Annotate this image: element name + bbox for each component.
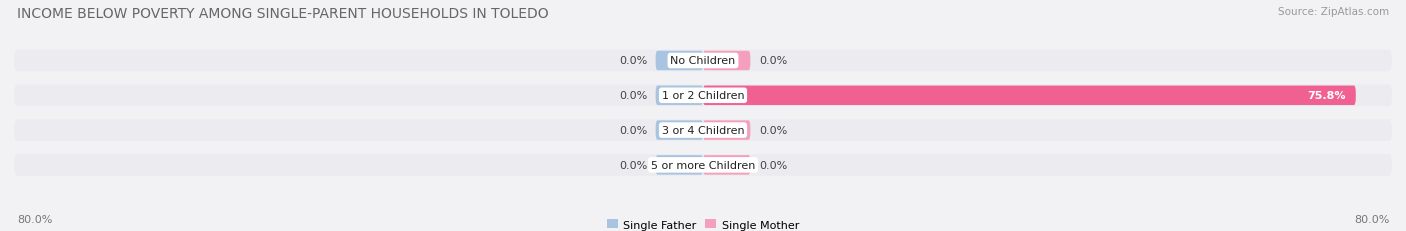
FancyBboxPatch shape [14,50,1392,72]
Text: No Children: No Children [671,56,735,66]
Text: 3 or 4 Children: 3 or 4 Children [662,125,744,136]
FancyBboxPatch shape [703,155,751,175]
FancyBboxPatch shape [14,154,1392,176]
Text: 0.0%: 0.0% [619,160,647,170]
Text: 75.8%: 75.8% [1308,91,1346,101]
Text: 0.0%: 0.0% [759,56,787,66]
FancyBboxPatch shape [655,121,703,140]
FancyBboxPatch shape [14,120,1392,141]
Text: 0.0%: 0.0% [619,125,647,136]
Text: 0.0%: 0.0% [759,160,787,170]
FancyBboxPatch shape [703,121,751,140]
Text: 0.0%: 0.0% [619,56,647,66]
FancyBboxPatch shape [655,52,703,71]
Text: 1 or 2 Children: 1 or 2 Children [662,91,744,101]
FancyBboxPatch shape [655,155,703,175]
Text: Source: ZipAtlas.com: Source: ZipAtlas.com [1278,7,1389,17]
Text: 0.0%: 0.0% [759,125,787,136]
Text: 80.0%: 80.0% [1354,214,1389,224]
Text: 5 or more Children: 5 or more Children [651,160,755,170]
Text: INCOME BELOW POVERTY AMONG SINGLE-PARENT HOUSEHOLDS IN TOLEDO: INCOME BELOW POVERTY AMONG SINGLE-PARENT… [17,7,548,21]
Text: 80.0%: 80.0% [17,214,52,224]
Text: 0.0%: 0.0% [619,91,647,101]
FancyBboxPatch shape [703,52,751,71]
FancyBboxPatch shape [655,86,703,106]
FancyBboxPatch shape [703,86,1355,106]
Legend: Single Father, Single Mother: Single Father, Single Mother [606,219,800,230]
FancyBboxPatch shape [14,85,1392,106]
